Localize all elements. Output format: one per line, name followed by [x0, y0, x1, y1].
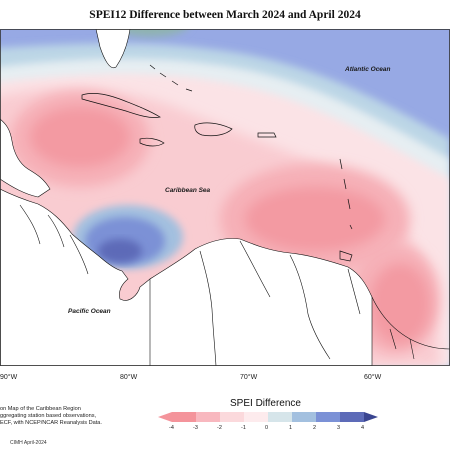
legend-tick-label: -3: [193, 425, 198, 431]
tick-label-70w: 70°W: [240, 374, 258, 381]
atlantic-ocean-label: Atlantic Ocean: [344, 66, 391, 73]
legend-tick-label: 4: [361, 425, 365, 431]
legend-swatch: [268, 412, 292, 422]
credit-text: CIMH April-2024: [10, 440, 47, 446]
legend-swatch: [196, 412, 220, 422]
legend-tick-label: 3: [337, 425, 341, 431]
legend-swatch: [244, 412, 268, 422]
legend-colorbar: [158, 412, 378, 422]
caribbean-sea-label: Caribbean Sea: [165, 187, 211, 194]
tick-label-80w: 80°W: [120, 374, 138, 381]
legend-tick-label: -1: [241, 425, 246, 431]
legend-arrow-left: [158, 412, 172, 422]
legend-swatch: [316, 412, 340, 422]
land-mask: [0, 29, 373, 366]
note-line-1: on Map of the Caribbean Region: [0, 406, 81, 412]
note-line-3: ECF, with NCEP/NCAR Reanalysis Data.: [0, 420, 102, 426]
legend-tick-label: -4: [169, 425, 174, 431]
legend-swatch: [172, 412, 196, 422]
legend-tick-label: 2: [313, 425, 317, 431]
tick-label-60w: 60°W: [364, 374, 382, 381]
legend-tick-label: 0: [265, 425, 269, 431]
legend-tick-label: 1: [289, 425, 293, 431]
note-line-2: ggregating station based observations,: [0, 413, 97, 419]
legend-swatch: [292, 412, 316, 422]
country-borders: [19, 204, 450, 366]
pacific-ocean-label: Pacific Ocean: [68, 308, 111, 315]
legend-tick-label: -2: [217, 425, 222, 431]
legend-arrow-right: [364, 412, 378, 422]
map-title: SPEI12 Difference between March 2024 and…: [89, 9, 361, 21]
legend-swatch: [340, 412, 364, 422]
tick-label-90w: 90°W: [0, 374, 18, 381]
legend-title: SPEI Difference: [230, 398, 301, 409]
legend-swatch: [220, 412, 244, 422]
spei-map: Atlantic Ocean Caribbean Sea Pacific Oce…: [0, 29, 450, 366]
island-outlines: [81, 64, 353, 262]
